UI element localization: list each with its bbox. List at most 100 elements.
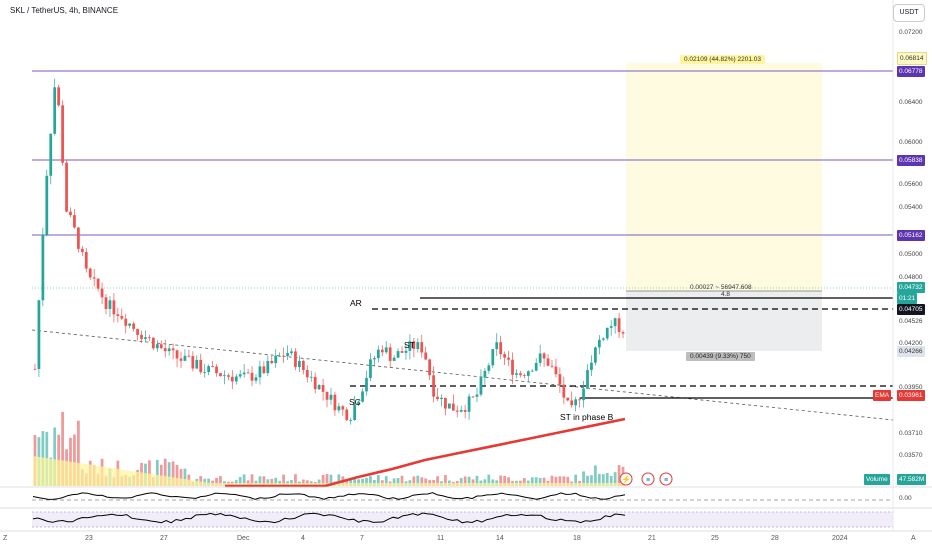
candle-body — [159, 344, 163, 349]
candle-body — [530, 370, 534, 372]
candle-body — [369, 359, 372, 378]
candle-body — [69, 211, 72, 216]
st-annotation: ST — [404, 340, 415, 350]
candle-body — [404, 350, 408, 353]
volume-bar — [574, 474, 578, 486]
candle-body — [325, 391, 329, 400]
symbol-title[interactable]: SKL / TetherUS, 4h, BINANCE — [10, 6, 119, 15]
volume-bar — [392, 478, 396, 486]
ema-line[interactable] — [225, 417, 626, 488]
trend-line[interactable] — [31, 329, 894, 421]
candle-body — [140, 334, 143, 339]
candle-body — [329, 394, 333, 400]
candle-body — [175, 350, 179, 359]
candle-body — [124, 318, 128, 326]
oscillator-1-line — [32, 492, 626, 500]
level-price-tag-3: 0.05162 — [897, 230, 925, 241]
us-flag-event-icon-2[interactable] — [659, 472, 673, 486]
us-flag-event-icon-1[interactable] — [641, 472, 655, 486]
oscillator-2-line — [32, 512, 626, 524]
candle-body — [152, 337, 155, 349]
volume-bar — [416, 475, 420, 486]
candle-body — [408, 341, 412, 351]
candle-body — [183, 355, 187, 361]
candle-body — [112, 300, 116, 315]
time-tick: Dec — [237, 535, 250, 542]
volume-bar — [554, 476, 558, 486]
candle-body — [538, 353, 542, 363]
us-flag-glyph-2: ≡ — [664, 477, 668, 484]
lightning-event-icon[interactable] — [619, 472, 633, 486]
volume-bar — [183, 468, 187, 486]
target-zone — [626, 63, 822, 291]
price-tick: 0.04200 — [899, 340, 923, 347]
candle-body — [578, 399, 581, 401]
time-tick: 27 — [160, 535, 168, 542]
candle-body — [167, 348, 171, 352]
candle-body — [77, 227, 80, 249]
candle-body — [396, 351, 400, 358]
time-edge-left[interactable]: Z — [3, 535, 8, 542]
price-tick: 0.04800 — [899, 274, 923, 281]
candle-body — [511, 359, 514, 375]
candle-body — [199, 359, 203, 373]
volume-bar — [369, 476, 372, 486]
volume-value-tag: 47.582M — [897, 474, 927, 485]
candle-body — [515, 373, 518, 375]
time-tick: 28 — [771, 535, 779, 542]
candle-body — [597, 339, 601, 348]
candle-body — [128, 323, 132, 326]
volume-bar — [550, 475, 554, 486]
volume-bar — [558, 476, 562, 486]
volume-bar — [420, 477, 424, 486]
time-tick: 21 — [648, 535, 656, 542]
candle-body — [155, 344, 159, 349]
candle-body — [365, 377, 368, 392]
candle-body — [246, 372, 250, 374]
candle-body — [400, 351, 404, 353]
time-edge-right[interactable]: A — [911, 535, 916, 542]
candle-body — [384, 347, 388, 353]
candle-body — [37, 300, 41, 369]
candle-body — [108, 300, 112, 309]
volume-bar — [373, 479, 376, 486]
candle-body — [428, 359, 432, 376]
candle-body — [444, 397, 447, 409]
candle-body — [503, 354, 506, 358]
candle-body — [558, 374, 562, 385]
volume-bar — [353, 479, 357, 486]
candle-body — [80, 248, 84, 253]
candle-body — [522, 375, 526, 376]
volume-bar — [605, 473, 609, 486]
volume-bar — [258, 476, 262, 486]
volume-bar — [274, 477, 278, 486]
time-tick: 7 — [360, 535, 364, 542]
level-price-tag-2: 0.05838 — [897, 155, 925, 166]
volume-bar — [155, 459, 159, 486]
time-tick: 14 — [496, 535, 504, 542]
candle-body — [526, 371, 530, 376]
volume-bar — [530, 477, 534, 486]
volume-bar — [325, 474, 329, 486]
candle-body — [203, 372, 207, 373]
candle-body — [238, 374, 242, 377]
candle-body — [605, 327, 609, 339]
entry-label: 0.00027 ~ 56947.608 — [690, 284, 752, 291]
volume-bar — [613, 472, 617, 486]
candle-body — [84, 252, 88, 269]
volume-bar — [436, 476, 439, 486]
candle-body — [226, 375, 230, 377]
candle-body — [223, 375, 226, 377]
currency-button[interactable]: USDT — [893, 4, 925, 22]
candle-body — [349, 419, 353, 421]
candle-body — [215, 366, 218, 374]
candle-body — [286, 353, 289, 357]
volume-bar — [459, 478, 463, 486]
candle-body — [104, 297, 108, 309]
candle-body — [234, 376, 238, 382]
last-price-tag: 0.04732 — [897, 282, 925, 293]
price-tick: 0.04526 — [899, 318, 923, 325]
volume-bar — [301, 479, 305, 486]
candle-body — [301, 360, 305, 371]
